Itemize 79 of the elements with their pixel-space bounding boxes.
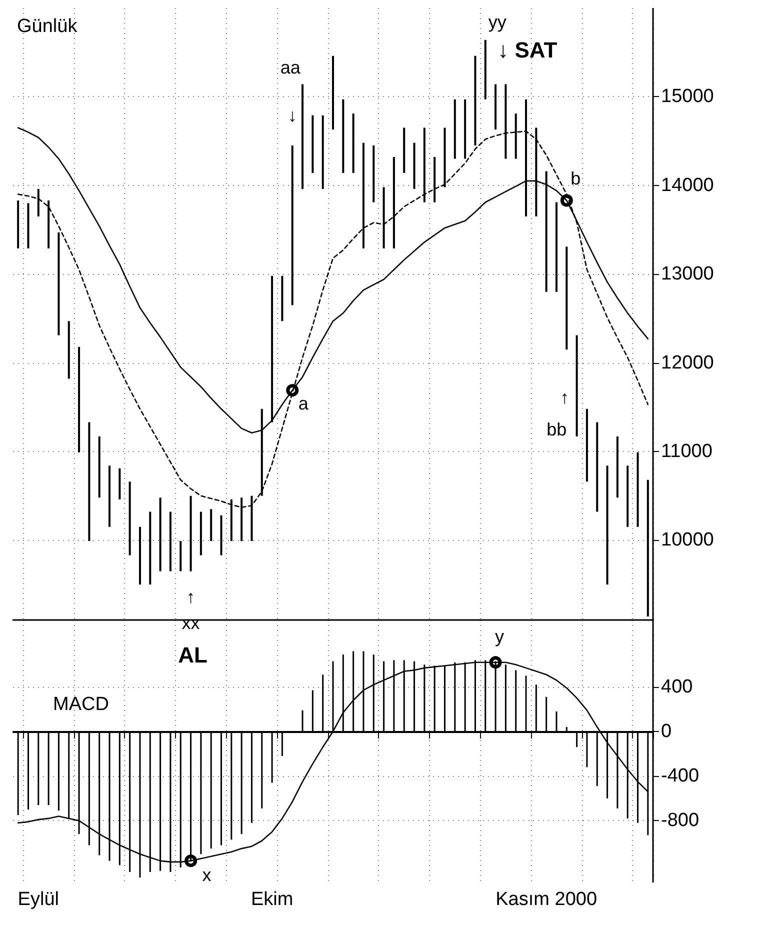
y-tick-label: 0 xyxy=(661,720,672,742)
bar xyxy=(58,232,60,336)
annotation: ↓ SAT xyxy=(498,37,558,62)
bar xyxy=(382,187,385,248)
bar xyxy=(555,202,558,292)
bar xyxy=(27,203,30,248)
bar xyxy=(362,142,364,248)
annotation: a xyxy=(298,393,310,414)
bar xyxy=(586,408,588,482)
bar xyxy=(98,436,100,498)
bar xyxy=(372,145,375,202)
bar xyxy=(210,509,212,542)
bar xyxy=(322,115,324,189)
bar xyxy=(271,276,274,422)
bar xyxy=(606,466,608,585)
bar xyxy=(291,145,294,306)
bar xyxy=(413,142,416,189)
bar xyxy=(454,99,456,159)
bar xyxy=(494,84,497,130)
bar xyxy=(128,482,131,556)
bar xyxy=(403,128,406,173)
bar xyxy=(138,526,141,585)
x-tick-label: Eylül xyxy=(18,889,59,910)
bar xyxy=(312,115,314,173)
text: MACD xyxy=(53,694,109,715)
y-tick-label: 15000 xyxy=(661,86,714,108)
y-tick-label: 10000 xyxy=(661,530,714,551)
bar xyxy=(342,99,344,173)
annotation: yy xyxy=(488,12,506,32)
annotation: ↑ xyxy=(560,387,570,408)
annotation: AL xyxy=(178,642,208,668)
bar xyxy=(17,200,20,248)
bar xyxy=(190,496,192,572)
bar xyxy=(220,515,222,556)
bar xyxy=(576,335,578,436)
bar xyxy=(392,157,395,248)
bar xyxy=(159,498,162,572)
annotation: ↑ xyxy=(186,587,196,608)
annotation: ↓ xyxy=(288,105,297,126)
bar xyxy=(596,422,598,512)
y-tick-label: 12000 xyxy=(661,352,714,374)
y-tick-label: -800 xyxy=(661,810,700,832)
bar xyxy=(78,346,80,452)
bar xyxy=(545,171,548,292)
bar xyxy=(566,246,568,350)
bar xyxy=(434,157,436,202)
bar xyxy=(616,436,618,498)
bar xyxy=(149,512,152,585)
annotation: y xyxy=(495,626,504,646)
bar xyxy=(626,466,629,527)
bar xyxy=(200,512,202,556)
bar xyxy=(48,200,50,248)
bar xyxy=(88,422,90,542)
x-tick-label: Kasım 2000 xyxy=(496,889,598,910)
bar xyxy=(302,84,304,189)
y-tick-label: 14000 xyxy=(661,174,714,196)
bar xyxy=(646,480,649,616)
y-tick-label: 11000 xyxy=(661,440,712,462)
bar xyxy=(118,468,121,500)
bar xyxy=(37,188,40,216)
bar xyxy=(474,56,476,146)
bar xyxy=(352,114,354,173)
chart-title: Günlük xyxy=(17,16,78,37)
y-tick-label: 13000 xyxy=(661,264,714,285)
bar xyxy=(180,541,182,572)
y-tick-label: 400 xyxy=(661,676,693,698)
bar xyxy=(169,512,172,572)
annotation: bb xyxy=(546,419,567,440)
bar xyxy=(484,40,486,100)
bar xyxy=(281,276,284,322)
annotation: b xyxy=(570,168,581,188)
bar xyxy=(108,466,111,527)
annotation: x xyxy=(202,864,212,885)
y-tick-label: -400 xyxy=(661,766,700,787)
x-tick-label: Ekim xyxy=(250,889,294,910)
bar xyxy=(68,321,70,379)
annotation: aa xyxy=(280,57,302,78)
bar xyxy=(636,452,639,527)
bar xyxy=(332,56,334,130)
